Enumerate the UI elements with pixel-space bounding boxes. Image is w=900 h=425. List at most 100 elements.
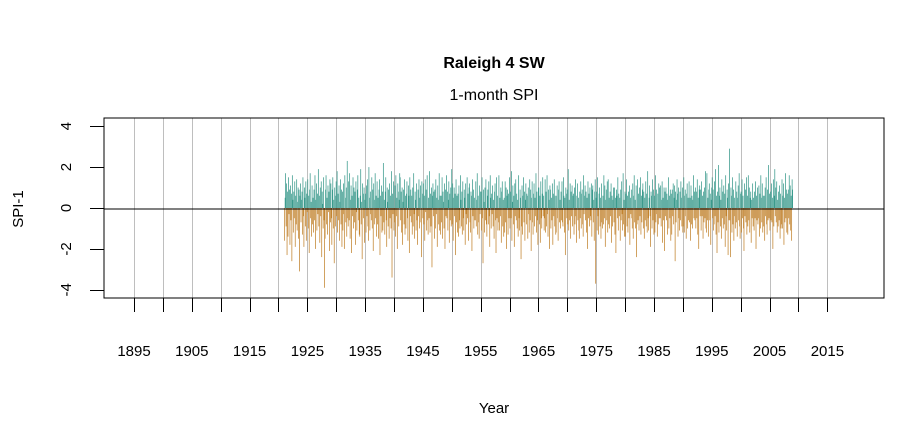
spi-bar — [629, 197, 631, 208]
spi-bar — [570, 208, 572, 239]
spi-bar — [574, 208, 576, 225]
spi-bar — [690, 185, 692, 208]
spi-bar — [757, 187, 758, 208]
spi-bar — [603, 208, 605, 219]
spi-bar — [353, 208, 354, 229]
spi-bar — [755, 208, 757, 249]
spi-bar — [556, 185, 558, 208]
spi-bar — [786, 208, 788, 233]
spi-bar — [533, 183, 535, 208]
spi-bar — [315, 208, 316, 249]
spi-bar — [664, 191, 666, 208]
spi-bar — [639, 187, 640, 208]
spi-bar — [642, 189, 643, 208]
spi-bar — [659, 208, 661, 219]
spi-bar — [358, 197, 360, 208]
spi-bar — [298, 189, 300, 208]
spi-bar — [567, 208, 569, 225]
spi-bar — [371, 177, 373, 208]
spi-bar — [352, 177, 354, 208]
spi-bar — [592, 185, 594, 208]
spi-bar — [774, 208, 776, 217]
spi-bar — [584, 185, 586, 208]
spi-bar — [409, 208, 411, 217]
spi-bar — [656, 208, 658, 215]
spi-bar — [612, 199, 614, 208]
spi-bar — [418, 208, 419, 217]
spi-bar — [454, 208, 455, 217]
spi-bar — [610, 183, 612, 208]
spi-bar — [405, 195, 406, 208]
spi-bar — [355, 181, 357, 208]
spi-bar — [375, 195, 377, 208]
spi-bar — [300, 208, 302, 223]
spi-bar — [706, 173, 708, 208]
spi-bar — [615, 197, 616, 208]
spi-bar — [703, 208, 705, 223]
spi-bar — [576, 208, 577, 243]
spi-bar — [318, 195, 320, 208]
spi-bar — [290, 208, 292, 221]
spi-bar — [464, 208, 466, 245]
spi-bar — [490, 197, 492, 208]
spi-bar — [357, 208, 359, 221]
spi-bar — [558, 181, 560, 208]
spi-bar — [525, 208, 527, 225]
y-axis: -4 -2 0 2 4 — [58, 122, 104, 296]
spi-bar — [408, 195, 410, 208]
spi-bar — [679, 208, 680, 231]
spi-bar — [569, 183, 571, 208]
spi-bar — [508, 193, 509, 208]
spi-bar — [733, 197, 735, 208]
spi-bar — [437, 185, 439, 208]
spi-bar — [654, 195, 655, 208]
spi-bar — [674, 208, 676, 262]
spi-bar — [529, 208, 531, 221]
spi-bar — [598, 193, 600, 208]
spi-bar — [633, 175, 635, 208]
x-tick-label: 1985 — [637, 343, 670, 360]
spi-bar — [361, 201, 363, 208]
spi-bar — [560, 208, 561, 229]
spi-bar — [396, 208, 398, 249]
spi-bar — [602, 208, 603, 229]
spi-bar — [431, 208, 433, 268]
spi-bar — [596, 208, 598, 231]
spi-bar — [788, 208, 790, 219]
spi-bar — [689, 208, 690, 223]
spi-bar — [524, 208, 526, 241]
spi-bar — [696, 208, 698, 219]
spi-bar — [424, 179, 426, 208]
spi-bar — [316, 208, 318, 231]
spi-bar — [294, 181, 296, 208]
spi-bar — [291, 175, 293, 208]
spi-bar — [516, 193, 518, 208]
spi-bar — [772, 179, 774, 208]
spi-bar — [677, 208, 679, 237]
spi-bar — [553, 179, 555, 208]
spi-bar — [648, 197, 650, 208]
spi-bar — [637, 208, 639, 221]
spi-bar — [312, 197, 314, 208]
spi-bar — [409, 177, 411, 208]
spi-bar — [521, 185, 523, 208]
spi-bar — [547, 208, 549, 237]
spi-bar — [402, 208, 403, 245]
spi-bar — [661, 199, 663, 208]
spi-bar — [683, 208, 685, 233]
spi-bar — [623, 199, 625, 208]
spi-bar — [634, 208, 636, 223]
spi-bar — [707, 208, 709, 237]
spi-bar — [512, 208, 514, 225]
spi-bar — [315, 199, 317, 208]
spi-bar — [630, 189, 632, 208]
spi-bar — [302, 177, 304, 208]
spi-bar — [502, 199, 504, 208]
spi-bar — [340, 208, 342, 225]
spi-bar — [492, 208, 494, 227]
spi-bar — [421, 181, 423, 208]
spi-bar — [456, 195, 458, 208]
spi-bar — [376, 181, 378, 208]
spi-bar — [317, 169, 319, 208]
spi-bar — [339, 201, 341, 208]
